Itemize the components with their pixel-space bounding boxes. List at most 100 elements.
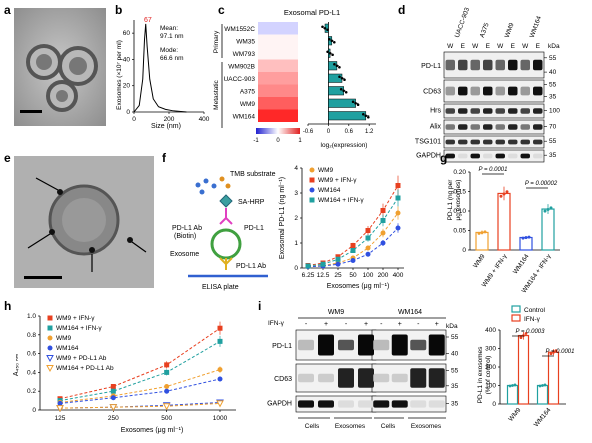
b-ytick-label: 60 (123, 30, 131, 37)
f-series-point (305, 263, 311, 269)
d-blot-band (533, 153, 543, 159)
h-legend-label: WM9 (56, 335, 72, 342)
d-kda-value: 35 (549, 152, 557, 159)
i-blot-band (373, 373, 390, 383)
i-pvalue: P = 0.0001 (546, 349, 575, 355)
c-xtick-label: 0 (327, 129, 331, 135)
c-cell-line-label: WM164 (233, 113, 256, 120)
c-xlabel: log₂(expression) (321, 142, 368, 149)
f-xtick-label: 400 (393, 272, 404, 279)
c-replicate-dot (323, 26, 327, 30)
i-bottom-3: Cells (381, 423, 396, 430)
d-blot-band (445, 108, 455, 114)
i-blot-band (391, 334, 408, 356)
h-series-point (164, 369, 170, 375)
d-blot-band (495, 139, 505, 145)
d-blot-band (483, 153, 493, 159)
d-blot-band (495, 59, 505, 71)
d-blot-band (445, 153, 455, 159)
i-blot-band (391, 400, 408, 408)
d-blot-band (458, 153, 468, 159)
c-heat-cell (258, 109, 298, 122)
f-series-point (365, 251, 371, 257)
i-legend-swatch (511, 305, 521, 313)
f-xlabel: Exosomes (μg ml⁻¹) (327, 283, 390, 290)
c-replicate-dot (335, 64, 339, 68)
d-lane-sub: E (536, 43, 541, 50)
i-sign: - (380, 321, 383, 328)
h-legend-marker (46, 355, 54, 363)
f-pdl1: PD-L1 (244, 225, 264, 232)
d-lane-sub: W (447, 43, 454, 50)
d-blot-band (520, 139, 530, 145)
d-blot-band (508, 59, 518, 71)
g-bar (519, 236, 533, 251)
d-blot-band (458, 108, 468, 114)
d-blot-band (520, 59, 530, 71)
f-ylabel: Exosomal PD-L1 (ng ml⁻¹) (279, 177, 286, 259)
i-kda-value: 40 (451, 351, 459, 358)
panel-g-chart: PD-L1 (ng per μg exosomes) 0 0.05 0.10 0.15… (447, 167, 560, 295)
c-replicate-dot (354, 101, 357, 105)
f-ytick-label: 4 (294, 165, 298, 172)
d-blot-band (470, 139, 480, 145)
d-blot-band (483, 139, 493, 145)
panel-f-chart: Exosomal PD-L1 (ng ml⁻¹) Exosomes (μg ml… (279, 165, 404, 290)
d-blot-band (495, 124, 505, 130)
i-sign: + (364, 321, 368, 328)
c-replicate-dot (333, 40, 336, 44)
i-ytick-label: 400 (485, 327, 496, 334)
h-xtick-label: 250 (108, 415, 119, 422)
d-kda-value: 40 (549, 69, 557, 76)
f-ytick-label: 3 (294, 190, 298, 197)
b-size-curve (133, 23, 187, 113)
i-bottom-1: Cells (305, 423, 320, 430)
b-mean-label: Mean: (160, 25, 178, 32)
i-blot-band (298, 373, 314, 383)
i-replicate-dot (552, 350, 555, 354)
d-lane-sub: E (486, 43, 491, 50)
c-cell-line-label: WM793 (233, 51, 256, 58)
d-row-label: Alix (430, 124, 442, 131)
f-pdl1ab: PD-L1 Ab (236, 263, 266, 270)
i-bar (517, 334, 530, 405)
c-cell-line-label: A375 (240, 88, 256, 95)
c-cell-line-label: WM1552C (224, 26, 255, 33)
i-blot-band (338, 339, 354, 351)
c-replicate-dot (328, 37, 331, 41)
c-xtick-label: -0.6 (303, 129, 314, 135)
f-legend-label: WM9 + IFN-γ (318, 177, 357, 184)
exosome-icon (210, 228, 242, 260)
d-blot-band (508, 139, 518, 145)
h-series-point (109, 404, 118, 412)
h-ytick-label: 0.8 (27, 332, 36, 339)
f-legend-marker (309, 197, 315, 203)
g-ytick-label: 0.20 (453, 169, 466, 176)
i-kda-value: 55 (451, 367, 459, 374)
d-blot-band (520, 153, 530, 159)
h-series-point (56, 405, 64, 413)
c-heat-cell (258, 97, 298, 110)
d-blot-band (470, 153, 480, 159)
h-series-point (110, 395, 116, 401)
g-replicate-dot (505, 190, 509, 194)
c-cell-line-label: UACC-903 (224, 76, 256, 83)
i-legend-label: Control (524, 307, 546, 314)
h-ytick-label: 0.4 (27, 369, 36, 376)
d-kda-value: 35 (549, 94, 557, 101)
f-ytick-label: 2 (294, 215, 298, 222)
i-ytick-label: 300 (485, 346, 496, 353)
d-blot-band (520, 124, 530, 130)
i-replicate-dot (524, 332, 528, 335)
c-replicate-dot (362, 112, 365, 116)
c-replicate-dot (321, 25, 324, 29)
i-kda-value: 35 (451, 383, 459, 390)
d-row-label: Hrs (430, 108, 441, 115)
g-replicate-dot (543, 209, 547, 213)
f-sahrp: SA-HRP (238, 199, 265, 206)
c-replicate-dot (338, 75, 341, 79)
h-series-line (59, 327, 221, 400)
c-replicate-dot (351, 100, 355, 104)
i-ytick-label: 200 (485, 364, 496, 371)
